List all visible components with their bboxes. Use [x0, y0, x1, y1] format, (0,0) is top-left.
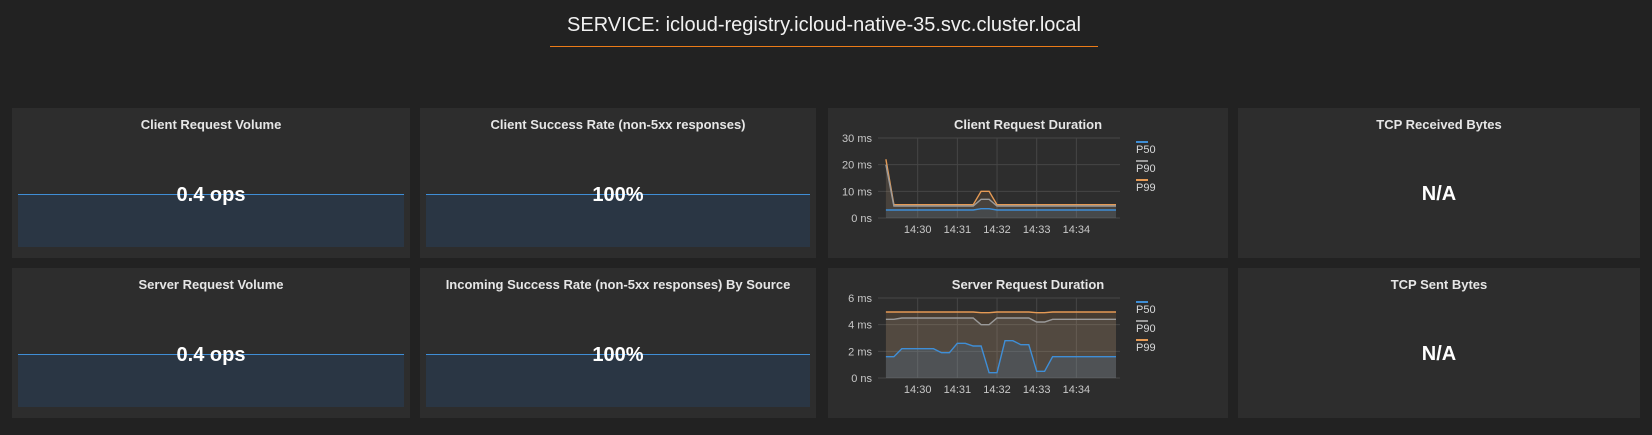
stat-value: 0.4 ops: [176, 344, 246, 366]
panel-incoming-success-rate[interactable]: Incoming Success Rate (non-5xx responses…: [420, 268, 816, 418]
x-tick-label: 14:34: [1063, 224, 1091, 236]
server-duration-chart[interactable]: 0 ns 2 ms 4 ms 6 ms 14:30 14:31 14:32 14:33 14:3…: [828, 268, 1228, 418]
series-area-p99: [885, 312, 1116, 378]
stat-value: N/A: [1421, 343, 1457, 365]
y-tick-label: 10 ms: [842, 186, 872, 198]
panel-client-success-rate[interactable]: Client Success Rate (non-5xx responses) …: [420, 108, 816, 258]
legend-item-p99[interactable]: P99: [1136, 182, 1156, 194]
panel-title[interactable]: Client Success Rate (non-5xx responses): [490, 117, 746, 132]
x-tick-label: 14:34: [1063, 384, 1091, 396]
panel-server-request-volume[interactable]: Server Request Volume 0.4 ops: [12, 268, 410, 418]
x-tick-label: 14:33: [1023, 224, 1051, 236]
x-tick-label: 14:31: [944, 224, 972, 236]
y-tick-label: 30 ms: [842, 133, 872, 145]
panel-client-request-duration[interactable]: Client Request Duration 0 ns 10 ms 20 ms 30…: [828, 108, 1228, 258]
x-tick-label: 14:33: [1023, 384, 1051, 396]
service-title: SERVICE: icloud-registry.icloud-native-3…: [550, 14, 1098, 47]
series-area-p90: [885, 164, 1116, 218]
legend-item-p90[interactable]: P90: [1136, 323, 1156, 335]
panel-server-request-duration[interactable]: Server Request Duration 0 ns 2 ms 4 ms 6 ms…: [828, 268, 1228, 418]
series-area-p50: [885, 208, 1116, 218]
sparkline: [426, 194, 810, 247]
y-tick-label: 20 ms: [842, 160, 872, 172]
panel-client-request-volume[interactable]: Client Request Volume 0.4 ops: [12, 108, 410, 258]
legend-item-p90[interactable]: P90: [1136, 163, 1156, 175]
series-line-p99[interactable]: [885, 311, 1116, 314]
panel-title[interactable]: Incoming Success Rate (non-5xx responses…: [445, 277, 791, 292]
legend-item-p50[interactable]: P50: [1136, 144, 1156, 156]
panel-title[interactable]: TCP Sent Bytes: [1390, 277, 1488, 292]
panel-title[interactable]: Server Request Duration: [951, 277, 1105, 292]
series-line-p50[interactable]: [885, 340, 1116, 374]
y-tick-label: 4 ms: [848, 320, 872, 332]
x-tick-label: 14:32: [983, 384, 1011, 396]
y-tick-label: 2 ms: [848, 346, 872, 358]
panel-title[interactable]: TCP Received Bytes: [1376, 117, 1502, 132]
stat-value: 0.4 ops: [176, 184, 246, 206]
panel-title[interactable]: Server Request Volume: [138, 277, 284, 292]
series-line-p90[interactable]: [885, 164, 1116, 207]
series-line-p99[interactable]: [885, 159, 1116, 206]
sparkline: [18, 194, 404, 247]
sparkline: [426, 354, 810, 407]
legend-item-p99[interactable]: P99: [1136, 342, 1156, 354]
y-tick-label: 0 ns: [851, 213, 872, 225]
panel-tcp-sent-bytes[interactable]: TCP Sent Bytes N/A: [1238, 268, 1640, 418]
stat-value: 100%: [592, 184, 644, 206]
panel-tcp-received-bytes[interactable]: TCP Received Bytes N/A: [1238, 108, 1640, 258]
x-tick-label: 14:30: [904, 384, 932, 396]
x-tick-label: 14:32: [983, 224, 1011, 236]
series-line-p50[interactable]: [885, 208, 1116, 211]
stat-value: N/A: [1421, 183, 1457, 205]
x-tick-label: 14:30: [904, 224, 932, 236]
x-tick-label: 14:31: [944, 384, 972, 396]
legend-item-p50[interactable]: P50: [1136, 304, 1156, 316]
y-tick-label: 0 ns: [851, 373, 872, 385]
panel-title[interactable]: Client Request Volume: [140, 117, 282, 132]
series-line-p90[interactable]: [885, 317, 1116, 326]
stat-value: 100%: [592, 344, 644, 366]
sparkline: [18, 354, 404, 407]
series-area-p90: [885, 318, 1116, 378]
y-tick-label: 6 ms: [848, 293, 872, 305]
client-duration-chart[interactable]: 0 ns 10 ms 20 ms 30 ms 14:30 14:31 14:32 14:33 1…: [828, 108, 1228, 258]
panel-title[interactable]: Client Request Duration: [953, 117, 1103, 132]
